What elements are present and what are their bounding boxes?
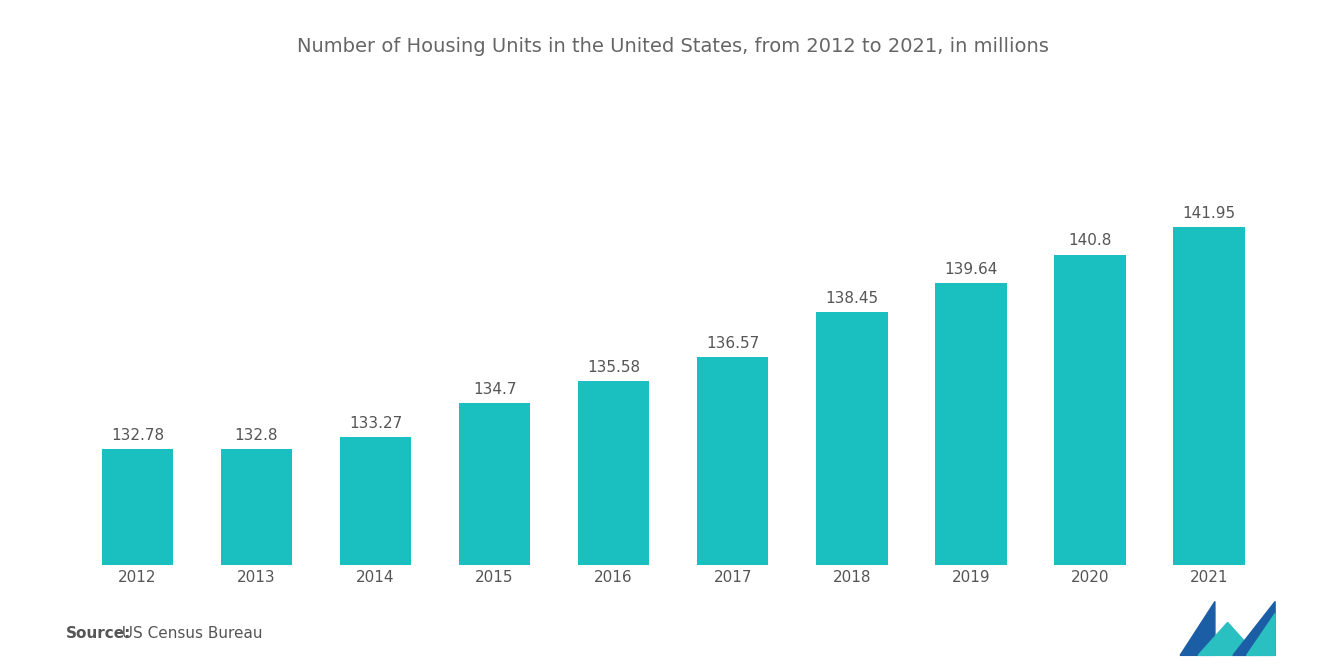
- Text: 136.57: 136.57: [706, 336, 759, 351]
- Text: 132.8: 132.8: [235, 428, 279, 443]
- Text: 132.78: 132.78: [111, 428, 164, 443]
- Text: 134.7: 134.7: [473, 382, 516, 396]
- Text: 138.45: 138.45: [825, 291, 878, 305]
- Text: 141.95: 141.95: [1183, 205, 1236, 221]
- Polygon shape: [1199, 622, 1257, 656]
- Bar: [102, 450, 173, 565]
- Polygon shape: [1233, 601, 1275, 656]
- Bar: [1055, 255, 1126, 565]
- Text: 135.58: 135.58: [587, 360, 640, 375]
- Text: 139.64: 139.64: [944, 261, 998, 277]
- Text: 140.8: 140.8: [1068, 233, 1111, 249]
- Text: Source:: Source:: [66, 626, 132, 642]
- Text: 133.27: 133.27: [348, 416, 403, 432]
- Polygon shape: [1246, 613, 1275, 656]
- Title: Number of Housing Units in the United States, from 2012 to 2021, in millions: Number of Housing Units in the United St…: [297, 37, 1049, 56]
- Bar: [220, 449, 292, 565]
- Bar: [816, 312, 887, 565]
- Bar: [339, 438, 412, 565]
- Bar: [697, 357, 768, 565]
- Text: US Census Bureau: US Census Bureau: [112, 626, 263, 642]
- Bar: [578, 381, 649, 565]
- Polygon shape: [1180, 601, 1214, 656]
- Bar: [935, 283, 1007, 565]
- Bar: [1173, 227, 1245, 565]
- Bar: [459, 402, 531, 565]
